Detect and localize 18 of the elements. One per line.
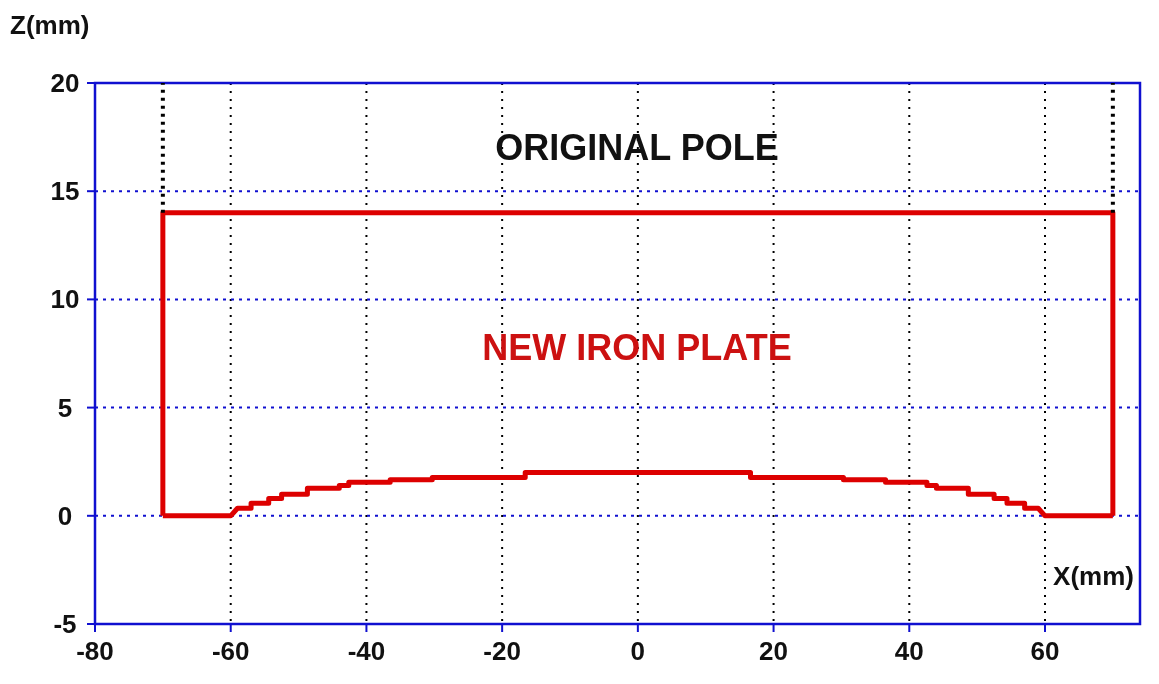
x-tick-label: -80 [76, 636, 114, 666]
x-tick-label: 20 [759, 636, 789, 666]
y-axis-title: Z(mm) [10, 10, 90, 40]
annotation: NEW IRON PLATE [482, 327, 792, 368]
y-tick-label: 5 [57, 392, 73, 423]
x-tick-label: 40 [894, 636, 924, 666]
y-tick-label: -5 [53, 609, 77, 639]
y-tick-label: 10 [50, 284, 80, 315]
y-tick-label: 15 [50, 176, 80, 207]
y-tick-label: 20 [50, 68, 80, 98]
x-tick-label: 0 [630, 636, 646, 666]
x-tick-label: -20 [483, 636, 521, 666]
y-tick-label: 0 [57, 500, 73, 531]
x-tick-label: -60 [211, 636, 250, 666]
x-tick-label: -40 [347, 636, 386, 666]
x-tick-label: 60 [1030, 636, 1060, 666]
annotation: ORIGINAL POLE [495, 127, 779, 168]
x-axis-title: X(mm) [1053, 561, 1134, 592]
